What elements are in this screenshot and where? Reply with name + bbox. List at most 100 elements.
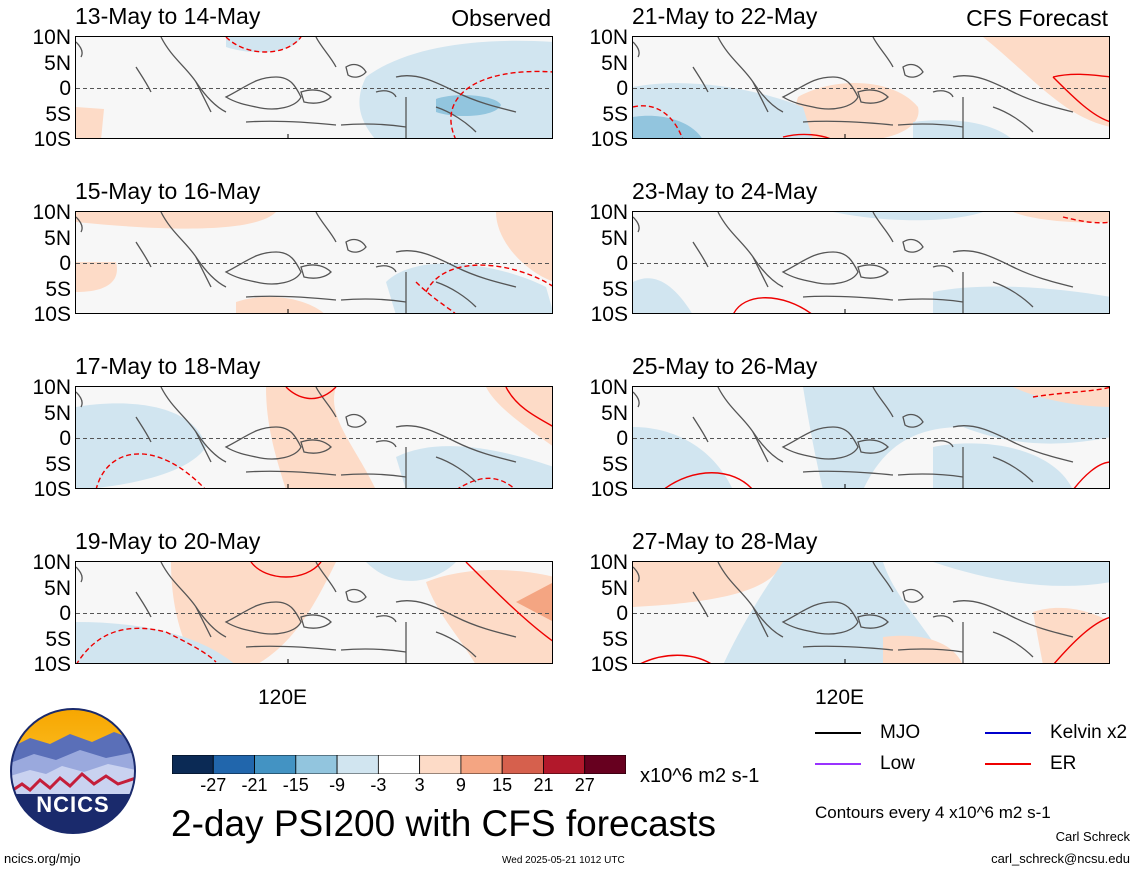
coastline bbox=[897, 473, 964, 478]
coastline bbox=[692, 241, 709, 268]
lat-label: 0 bbox=[59, 602, 71, 625]
lat-label: 10N bbox=[32, 26, 71, 49]
anomaly-shading bbox=[933, 443, 1072, 488]
coastline bbox=[857, 614, 889, 629]
panel-title: 15-May to 16-May bbox=[75, 178, 261, 204]
coastline bbox=[633, 391, 640, 408]
er-contour bbox=[640, 654, 711, 663]
er-contour bbox=[1032, 387, 1109, 398]
coastline bbox=[633, 566, 640, 583]
coastline bbox=[902, 63, 924, 78]
anomaly-shading bbox=[1013, 212, 1109, 223]
coastline bbox=[435, 456, 477, 483]
er-contour bbox=[1062, 216, 1109, 224]
anomaly-shading bbox=[76, 212, 276, 229]
coastline bbox=[395, 250, 517, 288]
anomaly-shading bbox=[171, 562, 336, 663]
coastline bbox=[897, 123, 964, 128]
lat-label: 10S bbox=[590, 653, 628, 676]
coastline bbox=[345, 588, 367, 603]
coastline bbox=[992, 281, 1034, 308]
ncics-logo: NCICS bbox=[10, 708, 136, 834]
coastline bbox=[340, 123, 407, 128]
logo-text: NCICS bbox=[36, 792, 110, 817]
lat-label: 5S bbox=[602, 627, 628, 651]
lat-label: 10N bbox=[32, 201, 71, 224]
panel-title: 21-May to 22-May bbox=[632, 3, 818, 29]
coastline bbox=[692, 416, 709, 443]
er-contour bbox=[450, 70, 552, 138]
anomaly-shading bbox=[633, 115, 702, 138]
anomaly-shading bbox=[723, 562, 933, 663]
coastline bbox=[135, 66, 152, 93]
er-contour bbox=[465, 562, 552, 642]
er-contour bbox=[225, 37, 302, 53]
coastline bbox=[872, 562, 894, 593]
lat-label: 10N bbox=[589, 26, 628, 49]
lat-label: 5S bbox=[602, 277, 628, 301]
coastline bbox=[195, 431, 212, 463]
er-contour bbox=[425, 264, 552, 293]
anomaly-shading bbox=[436, 95, 501, 117]
anomaly-shading bbox=[803, 387, 1109, 488]
lat-label: 5N bbox=[44, 576, 71, 600]
lat-label: 5N bbox=[601, 51, 628, 75]
coastline bbox=[224, 76, 302, 110]
website-link[interactable]: ncics.org/mjo bbox=[4, 851, 81, 866]
author-email[interactable]: carl_schreck@ncsu.edu bbox=[991, 851, 1130, 866]
lat-label: 0 bbox=[616, 252, 628, 275]
coastline bbox=[902, 413, 924, 428]
anomaly-shading bbox=[933, 286, 1109, 313]
coastline bbox=[952, 600, 1074, 638]
panel-title: 25-May to 26-May bbox=[632, 353, 818, 379]
map-panel bbox=[632, 386, 1110, 489]
colorbar-swatch bbox=[584, 754, 627, 775]
coastline bbox=[395, 600, 517, 638]
lat-label: 10N bbox=[589, 201, 628, 224]
figure-title: 2-day PSI200 with CFS forecasts bbox=[171, 803, 716, 844]
colorbar-tick-label: -15 bbox=[282, 775, 309, 795]
colorbar-swatch bbox=[543, 754, 586, 775]
colorbar-tick-label: -9 bbox=[329, 775, 346, 795]
coastline bbox=[802, 645, 894, 651]
er-contour bbox=[664, 472, 752, 488]
coastline bbox=[872, 212, 894, 243]
er-contour bbox=[505, 387, 552, 427]
coastline bbox=[135, 591, 152, 618]
lat-label: 10N bbox=[32, 376, 71, 399]
legend-label: Low bbox=[880, 753, 915, 774]
map-panel bbox=[75, 561, 553, 664]
er-contour bbox=[415, 281, 456, 313]
coastline bbox=[857, 439, 889, 454]
lat-label: 5N bbox=[44, 226, 71, 250]
coastline bbox=[932, 265, 954, 273]
coastline bbox=[692, 591, 709, 618]
anomaly-shading bbox=[396, 446, 552, 488]
coastline bbox=[992, 456, 1034, 483]
coastline bbox=[345, 238, 367, 253]
lat-label: 5N bbox=[601, 576, 628, 600]
coastline bbox=[395, 75, 517, 113]
anomaly-shading bbox=[266, 387, 376, 488]
map-panel bbox=[632, 561, 1110, 664]
coastline bbox=[300, 614, 332, 629]
coastline bbox=[345, 413, 367, 428]
er-contour bbox=[1073, 461, 1109, 488]
anomaly-shading bbox=[386, 263, 552, 313]
coastline bbox=[300, 264, 332, 279]
panel-title: 17-May to 18-May bbox=[75, 353, 261, 379]
coastline bbox=[952, 250, 1074, 288]
coastline bbox=[315, 562, 337, 593]
coastline bbox=[872, 37, 894, 68]
er-contour bbox=[1052, 73, 1109, 78]
lat-label: 5S bbox=[45, 452, 71, 476]
lat-label: 5S bbox=[602, 452, 628, 476]
coastline bbox=[76, 216, 83, 233]
contour-note: Contours every 4 x10^6 m2 s-1 bbox=[815, 803, 1051, 822]
coastline bbox=[952, 75, 1074, 113]
anomaly-shading bbox=[516, 583, 552, 621]
legend-line bbox=[985, 763, 1031, 765]
lat-label: 10S bbox=[33, 653, 71, 676]
coastline bbox=[195, 256, 212, 288]
coastline bbox=[633, 216, 640, 233]
